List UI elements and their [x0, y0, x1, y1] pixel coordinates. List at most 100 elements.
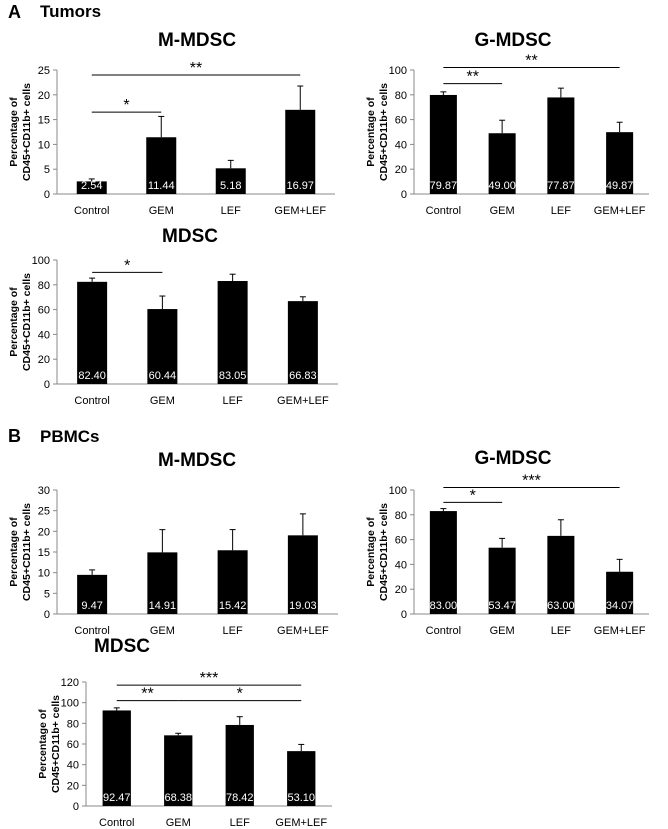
pbmc-m-mdsc-ytick-label: 30	[38, 485, 50, 497]
chart-title-pbmc-mdsc: MDSC	[94, 636, 150, 657]
tumor-m-mdsc-ytick-label: 10	[38, 139, 50, 151]
tumor-mdsc-xtick-label: LEF	[223, 395, 243, 407]
pbmc-m-mdsc-ytick-label: 25	[38, 506, 50, 518]
tumor-m-mdsc-significance-label: **	[190, 60, 202, 77]
pbmc-m-mdsc-xtick-label: GEM	[150, 625, 175, 637]
pbmc-m-mdsc-xtick-label: LEF	[223, 625, 243, 637]
pbmc-m-mdsc-ylabel: Percentage ofCD45+CD11b+ cells	[8, 503, 33, 601]
tumor-mdsc-ytick-label: 0	[44, 379, 50, 391]
pbmc-g-mdsc-ytick-label: 20	[395, 584, 407, 596]
pbmc-m-mdsc-value-label: 19.03	[289, 600, 317, 612]
pbmc-mdsc-ytick-label: 60	[67, 739, 79, 751]
tumor-m-mdsc-bar	[215, 168, 246, 194]
pbmc-g-mdsc-ylabel: Percentage ofCD45+CD11b+ cells	[365, 503, 390, 601]
tumor-g-mdsc-bar	[547, 97, 575, 194]
pbmc-g-mdsc-xtick-label: LEF	[551, 625, 571, 637]
pbmc-mdsc-ytick-label: 80	[67, 718, 79, 730]
tumor-m-mdsc-ylabel: Percentage ofCD45+CD11b+ cells	[8, 83, 33, 181]
tumor-g-mdsc-bar	[488, 133, 516, 194]
pbmc-mdsc-xtick-label: LEF	[230, 817, 250, 829]
pbmc-mdsc-bar	[287, 751, 316, 806]
pbmc-mdsc-significance-label: *	[237, 686, 243, 703]
pbmc-m-mdsc-xtick-label: Control	[74, 625, 109, 637]
pbmc-m-mdsc-value-label: 9.47	[81, 600, 102, 612]
tumor-m-mdsc-xtick-label: LEF	[221, 205, 241, 217]
pbmc-mdsc-significance-label: ***	[200, 670, 219, 687]
tumor-m-mdsc-xtick-label: GEM	[149, 205, 174, 217]
tumor-mdsc-bar	[147, 309, 178, 384]
panel-a-title: Tumors	[40, 2, 102, 21]
pbmc-g-mdsc-value-label: 34.07	[606, 600, 634, 612]
tumor-mdsc-ytick-label: 40	[38, 329, 50, 341]
pbmc-g-mdsc-bar	[606, 571, 634, 614]
tumor-mdsc-significance-label: *	[124, 257, 130, 274]
pbmc-g-mdsc-xtick-label: GEM+LEF	[594, 625, 646, 637]
tumor-g-mdsc-ytick-label: 80	[395, 90, 407, 102]
tumor-g-mdsc-xtick-label: GEM+LEF	[594, 205, 646, 217]
tumor-g-mdsc-xtick-label: LEF	[551, 205, 571, 217]
tumor-g-mdsc-bar	[429, 94, 457, 194]
tumor-m-mdsc-significance-label: *	[123, 97, 129, 114]
chart-title-pbmc-m-mdsc: M-MDSC	[157, 450, 237, 471]
chart-title-tumor-g-mdsc: G-MDSC	[474, 30, 552, 51]
pbmc-m-mdsc-bar	[77, 574, 108, 614]
pbmc-mdsc-bar	[164, 735, 193, 806]
tumor-mdsc-bar	[77, 281, 108, 384]
pbmc-g-mdsc-xtick-label: Control	[426, 625, 461, 637]
tumor-m-mdsc-value-label: 16.97	[286, 180, 314, 192]
tumor-m-mdsc-ytick-label: 20	[38, 90, 50, 102]
pbmc-m-mdsc-ytick-label: 5	[44, 588, 50, 600]
tumor-m-mdsc-bar	[76, 181, 107, 194]
panel-b-letter: B	[8, 426, 21, 446]
tumor-g-mdsc-value-label: 49.00	[488, 180, 516, 192]
tumor-g-mdsc-significance-label: **	[467, 69, 479, 86]
tumor-m-mdsc-ytick-label: 5	[44, 164, 50, 176]
pbmc-mdsc-ytick-label: 40	[67, 760, 79, 772]
tumor-g-mdsc-value-label: 77.87	[547, 180, 575, 192]
tumor-mdsc-ytick-label: 60	[38, 305, 50, 317]
tumor-g-mdsc-value-label: 79.87	[430, 180, 458, 192]
chart-title-pbmc-g-mdsc: G-MDSC	[474, 448, 552, 469]
pbmc-m-mdsc-ytick-label: 20	[38, 526, 50, 538]
tumor-mdsc-xtick-label: Control	[74, 395, 109, 407]
pbmc-mdsc-significance-label: **	[141, 686, 153, 703]
tumor-g-mdsc-ytick-label: 40	[395, 139, 407, 151]
tumor-mdsc-xtick-label: GEM	[150, 395, 175, 407]
tumor-m-mdsc-ytick-label: 0	[44, 189, 50, 201]
pbmc-m-mdsc-bar	[147, 552, 178, 614]
tumor-g-mdsc-bar	[606, 132, 634, 194]
tumor-g-mdsc-significance-label: **	[525, 53, 537, 70]
tumor-m-mdsc-bar	[285, 109, 316, 194]
pbmc-mdsc-ytick-label: 0	[73, 801, 79, 813]
pbmc-g-mdsc-ytick-label: 80	[395, 510, 407, 522]
tumor-m-mdsc-value-label: 5.18	[220, 180, 241, 192]
pbmc-m-mdsc-bar	[217, 550, 248, 614]
pbmc-g-mdsc-significance-label: *	[470, 487, 476, 504]
pbmc-g-mdsc-xtick-label: GEM	[490, 625, 515, 637]
tumor-mdsc-value-label: 66.83	[289, 370, 317, 382]
tumor-mdsc-xtick-label: GEM+LEF	[277, 395, 329, 407]
pbmc-mdsc-value-label: 92.47	[103, 792, 131, 804]
tumor-g-mdsc-xtick-label: Control	[426, 205, 461, 217]
tumor-mdsc-value-label: 82.40	[78, 370, 106, 382]
pbmc-g-mdsc-value-label: 83.00	[430, 600, 458, 612]
tumor-g-mdsc-ytick-label: 0	[401, 189, 407, 201]
chart-title-tumor-mdsc: MDSC	[162, 226, 218, 247]
panel-b-title: PBMCs	[40, 427, 100, 446]
tumor-g-mdsc-ylabel: Percentage ofCD45+CD11b+ cells	[365, 83, 390, 181]
pbmc-g-mdsc-bar	[488, 547, 516, 614]
tumor-m-mdsc-value-label: 2.54	[81, 180, 102, 192]
tumor-mdsc-ytick-label: 80	[38, 280, 50, 292]
pbmc-m-mdsc-ytick-label: 0	[44, 609, 50, 621]
tumor-m-mdsc-bar	[146, 137, 177, 194]
tumor-m-mdsc-ytick-label: 15	[38, 115, 50, 127]
pbmc-mdsc-value-label: 78.42	[226, 792, 254, 804]
pbmc-g-mdsc-ytick-label: 60	[395, 535, 407, 547]
tumor-mdsc-ylabel: Percentage ofCD45+CD11b+ cells	[8, 273, 33, 371]
pbmc-mdsc-ylabel: Percentage ofCD45+CD11b+ cells	[37, 695, 62, 793]
pbmc-mdsc-xtick-label: Control	[99, 817, 134, 829]
tumor-m-mdsc-xtick-label: Control	[74, 205, 109, 217]
pbmc-m-mdsc-bar	[287, 535, 318, 614]
pbmc-g-mdsc-bar	[547, 535, 575, 614]
